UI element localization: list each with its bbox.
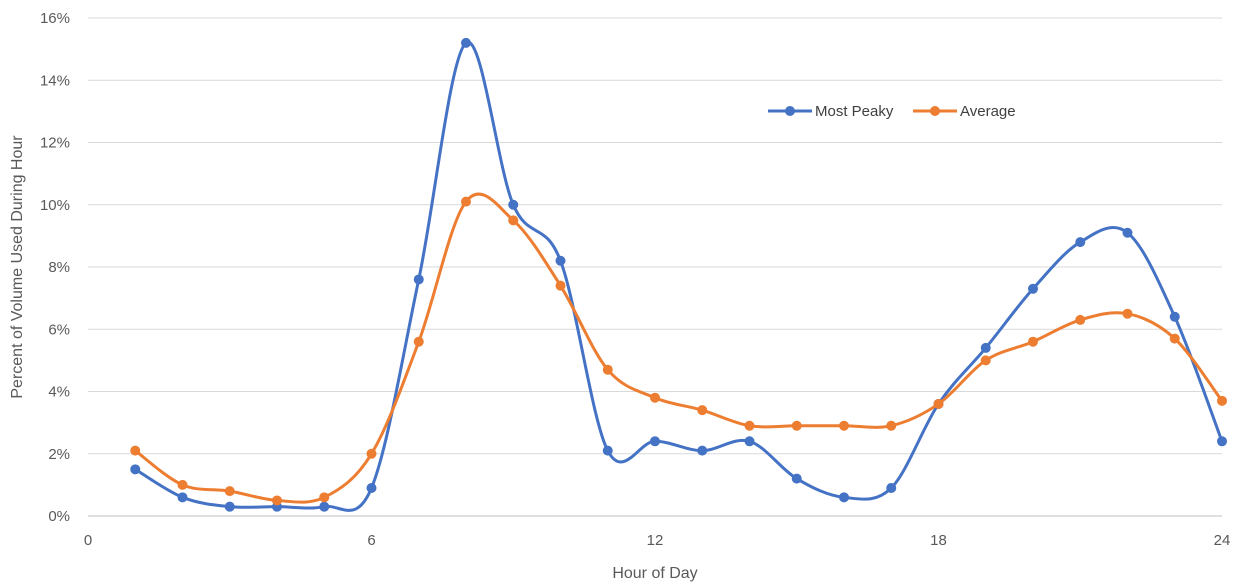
data-point-most-peaky bbox=[744, 436, 755, 447]
data-point-average bbox=[650, 392, 660, 403]
data-point-most-peaky bbox=[366, 482, 377, 493]
y-tick-label: 10% bbox=[40, 197, 70, 214]
data-point-average bbox=[555, 280, 566, 291]
data-point-most-peaky bbox=[886, 482, 897, 493]
data-point-average bbox=[319, 492, 330, 503]
data-point-most-peaky bbox=[697, 445, 708, 456]
data-point-average bbox=[1169, 333, 1180, 344]
data-point-average bbox=[272, 495, 282, 506]
x-axis-title: Hour of Day bbox=[612, 565, 697, 582]
data-point-average bbox=[839, 420, 849, 431]
legend-item-average: Average bbox=[913, 103, 1016, 120]
data-point-average bbox=[413, 336, 424, 347]
legend-label-most-peaky: Most Peaky bbox=[815, 103, 894, 120]
data-point-most-peaky bbox=[413, 274, 424, 285]
data-point-average bbox=[1217, 395, 1227, 406]
x-tick-label: 24 bbox=[1214, 532, 1231, 549]
y-tick-label: 6% bbox=[48, 321, 70, 338]
y-tick-label: 12% bbox=[40, 135, 70, 152]
y-axis-title: Percent of Volume Used During Hour bbox=[9, 135, 26, 399]
data-point-most-peaky bbox=[461, 37, 471, 48]
data-point-average bbox=[933, 398, 944, 409]
tick-labels: 0% 2% 4% 6% 8% 10% 12% 14% 16% 0 6 12 18 24 bbox=[40, 10, 1230, 549]
data-point-most-peaky bbox=[650, 436, 660, 447]
data-point-average bbox=[886, 420, 897, 431]
y-tick-label: 16% bbox=[40, 10, 70, 27]
series-layer bbox=[130, 37, 1227, 512]
x-tick-label: 6 bbox=[367, 532, 375, 549]
legend-label-average: Average bbox=[960, 103, 1016, 120]
series-most-peaky bbox=[130, 37, 1227, 512]
data-point-most-peaky bbox=[602, 445, 613, 456]
data-point-most-peaky bbox=[839, 492, 849, 503]
legend-item-most-peaky: Most Peaky bbox=[768, 103, 894, 120]
data-point-average bbox=[1075, 314, 1086, 325]
data-point-average bbox=[791, 420, 802, 431]
data-point-average bbox=[697, 405, 708, 416]
y-tick-label: 2% bbox=[48, 446, 70, 463]
series-line-most-peaky bbox=[133, 40, 1224, 512]
data-point-average bbox=[1122, 308, 1133, 319]
series-average bbox=[130, 192, 1227, 506]
data-point-most-peaky bbox=[980, 342, 991, 353]
data-point-average bbox=[130, 445, 141, 456]
y-tick-label: 14% bbox=[40, 72, 70, 89]
data-point-most-peaky bbox=[791, 473, 802, 484]
x-tick-label: 18 bbox=[930, 532, 947, 549]
data-point-most-peaky bbox=[319, 501, 330, 512]
data-point-most-peaky bbox=[177, 492, 188, 503]
series-line-average bbox=[133, 192, 1224, 504]
data-point-average bbox=[366, 448, 377, 459]
data-point-most-peaky bbox=[508, 199, 519, 210]
data-point-most-peaky bbox=[1169, 311, 1180, 322]
data-point-most-peaky bbox=[555, 255, 566, 266]
data-point-average bbox=[744, 420, 755, 431]
data-point-average bbox=[224, 486, 235, 497]
data-point-most-peaky bbox=[224, 501, 235, 512]
gridlines bbox=[88, 17, 1222, 517]
data-point-average bbox=[980, 355, 991, 366]
legend: Most Peaky Average bbox=[768, 103, 1016, 120]
data-point-average bbox=[461, 196, 471, 207]
y-tick-label: 4% bbox=[48, 384, 70, 401]
data-point-most-peaky bbox=[1122, 227, 1133, 238]
data-point-most-peaky bbox=[1217, 436, 1227, 447]
data-point-most-peaky bbox=[1028, 283, 1038, 294]
legend-marker-most-peaky bbox=[785, 106, 795, 116]
y-tick-label: 8% bbox=[48, 259, 70, 276]
x-tick-label: 0 bbox=[84, 532, 92, 549]
data-point-most-peaky bbox=[130, 464, 141, 475]
data-point-average bbox=[508, 215, 519, 226]
legend-marker-average bbox=[930, 106, 940, 116]
y-tick-label: 0% bbox=[48, 508, 70, 525]
data-point-average bbox=[1028, 336, 1038, 347]
data-point-most-peaky bbox=[1075, 237, 1086, 248]
data-point-average bbox=[177, 479, 188, 490]
data-point-average bbox=[602, 364, 613, 375]
x-tick-label: 12 bbox=[647, 532, 664, 549]
